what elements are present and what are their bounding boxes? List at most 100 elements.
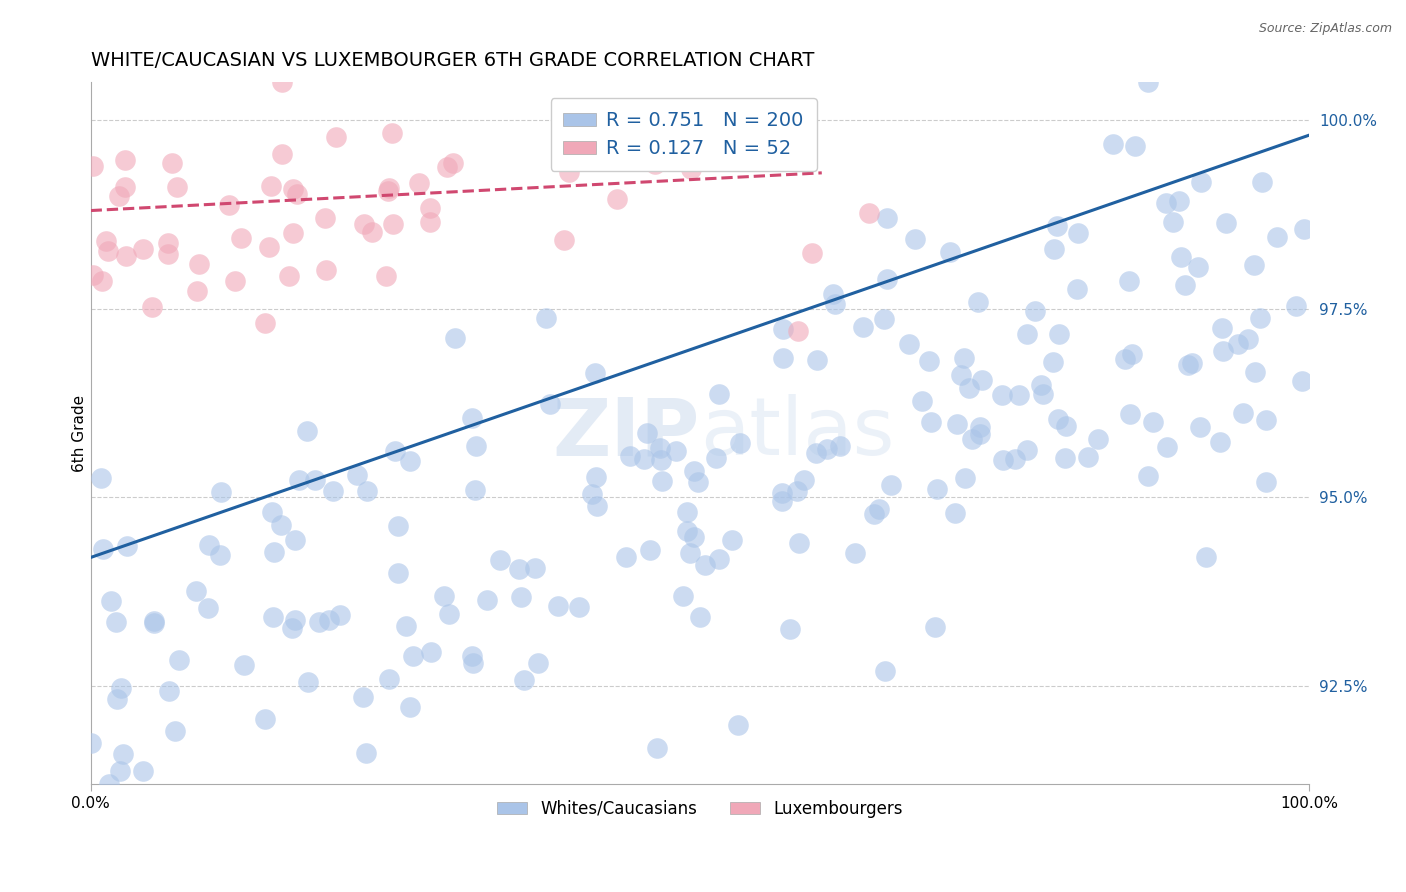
Point	[967, 295, 990, 310]
Point	[439, 607, 461, 621]
Point	[209, 549, 232, 563]
Point	[538, 397, 561, 411]
Point	[441, 156, 464, 170]
Point	[186, 285, 208, 299]
Point	[993, 452, 1015, 467]
Point	[953, 351, 976, 366]
Point	[132, 242, 155, 256]
Point	[354, 747, 377, 761]
Point	[277, 268, 299, 283]
Point	[953, 470, 976, 484]
Point	[157, 247, 180, 261]
Point	[1087, 432, 1109, 446]
Point	[184, 583, 207, 598]
Point	[689, 609, 711, 624]
Point	[489, 553, 512, 567]
Point	[257, 240, 280, 254]
Point	[852, 320, 875, 334]
Point	[188, 256, 211, 270]
Point	[676, 524, 699, 538]
Point	[82, 268, 104, 282]
Point	[606, 193, 628, 207]
Point	[709, 552, 731, 566]
Point	[991, 388, 1014, 402]
Point	[645, 740, 668, 755]
Point	[1047, 412, 1070, 426]
Point	[904, 232, 927, 246]
Point	[1211, 321, 1233, 335]
Point	[353, 218, 375, 232]
Point	[322, 483, 344, 498]
Point	[315, 263, 337, 277]
Point	[114, 179, 136, 194]
Point	[527, 656, 550, 670]
Point	[166, 180, 188, 194]
Point	[585, 500, 607, 514]
Point	[876, 211, 898, 225]
Point	[547, 599, 569, 613]
Point	[1168, 194, 1191, 208]
Point	[375, 268, 398, 283]
Legend: Whites/Caucasians, Luxembourgers: Whites/Caucasians, Luxembourgers	[491, 793, 910, 824]
Point	[704, 450, 727, 465]
Point	[786, 324, 808, 338]
Point	[384, 443, 406, 458]
Point	[614, 549, 637, 564]
Point	[924, 619, 946, 633]
Point	[772, 486, 794, 500]
Point	[688, 475, 710, 489]
Point	[1181, 356, 1204, 370]
Point	[281, 182, 304, 196]
Point	[229, 230, 252, 244]
Point	[284, 533, 307, 547]
Point	[114, 153, 136, 168]
Point	[1066, 282, 1088, 296]
Point	[946, 417, 969, 431]
Point	[1285, 299, 1308, 313]
Point	[943, 506, 966, 520]
Point	[308, 615, 330, 630]
Point	[253, 712, 276, 726]
Point	[1251, 176, 1274, 190]
Point	[957, 381, 980, 395]
Point	[917, 354, 939, 368]
Point	[640, 543, 662, 558]
Point	[104, 615, 127, 630]
Point	[329, 608, 352, 623]
Point	[1189, 420, 1212, 434]
Point	[650, 453, 672, 467]
Point	[1102, 137, 1125, 152]
Point	[730, 435, 752, 450]
Point	[676, 504, 699, 518]
Point	[1123, 138, 1146, 153]
Point	[477, 592, 499, 607]
Point	[165, 724, 187, 739]
Point	[925, 482, 948, 496]
Point	[377, 184, 399, 198]
Point	[636, 425, 658, 440]
Point	[1119, 407, 1142, 421]
Text: WHITE/CAUCASIAN VS LUXEMBOURGER 6TH GRADE CORRELATION CHART: WHITE/CAUCASIAN VS LUXEMBOURGER 6TH GRAD…	[90, 51, 814, 70]
Point	[1208, 435, 1230, 450]
Point	[157, 684, 180, 698]
Point	[209, 484, 232, 499]
Point	[461, 410, 484, 425]
Point	[823, 287, 845, 301]
Point	[100, 593, 122, 607]
Point	[619, 450, 641, 464]
Point	[581, 487, 603, 501]
Point	[433, 589, 456, 603]
Point	[1161, 215, 1184, 229]
Point	[789, 536, 811, 550]
Point	[858, 206, 880, 220]
Point	[1195, 549, 1218, 564]
Point	[141, 300, 163, 314]
Point	[1249, 310, 1271, 325]
Point	[1189, 175, 1212, 189]
Point	[464, 483, 486, 497]
Point	[1187, 260, 1209, 274]
Point	[939, 245, 962, 260]
Point	[91, 274, 114, 288]
Point	[436, 161, 458, 175]
Point	[824, 297, 846, 311]
